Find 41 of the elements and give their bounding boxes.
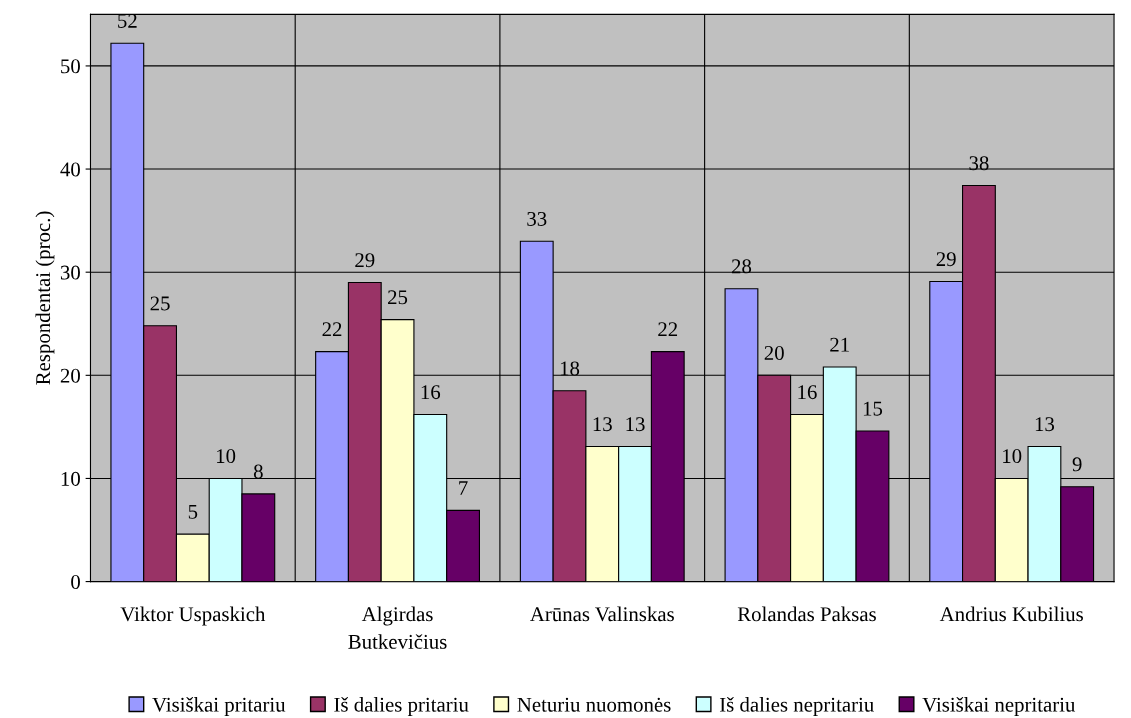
legend-label: Visiškai pritariu bbox=[152, 697, 286, 716]
data-label: 33 bbox=[527, 211, 547, 226]
y-tick-label: 0 bbox=[71, 574, 80, 590]
legend-label: Neturiu nuomonės bbox=[517, 697, 671, 712]
x-tick-label: Andrius Kubilius bbox=[939, 606, 1083, 622]
data-label: 25 bbox=[388, 290, 408, 305]
data-label: 16 bbox=[421, 385, 441, 400]
data-label: 7 bbox=[459, 481, 468, 495]
y-tick-label: 30 bbox=[60, 265, 80, 280]
data-label: 5 bbox=[188, 504, 198, 519]
data-label: 21 bbox=[830, 337, 849, 352]
legend-label: Iš dalies nepritariu bbox=[719, 697, 874, 716]
x-tick-label: Rolandas Paksas bbox=[737, 606, 876, 622]
y-tick-label: 50 bbox=[61, 59, 80, 74]
x-tick-label: Viktor Uspaskich bbox=[120, 606, 266, 626]
data-label: 38 bbox=[969, 156, 989, 171]
data-label: 22 bbox=[322, 322, 342, 337]
data-label: 8 bbox=[253, 464, 263, 479]
y-tick-label: 20 bbox=[60, 368, 80, 383]
data-label: 13 bbox=[1035, 417, 1055, 432]
x-tick-label: Arūnas Valinskas bbox=[530, 606, 674, 622]
data-label: 28 bbox=[731, 259, 752, 274]
data-label: 10 bbox=[217, 449, 236, 464]
y-tick-label: 10 bbox=[61, 471, 80, 486]
data-label: 25 bbox=[150, 296, 170, 311]
data-label: 13 bbox=[593, 417, 612, 432]
x-tick-label: Algirdas Butkevičius bbox=[348, 606, 447, 649]
data-label: 18 bbox=[560, 361, 580, 376]
data-label: 29 bbox=[936, 252, 956, 267]
data-label: 16 bbox=[798, 385, 817, 400]
legend-label: Iš dalies pritariu bbox=[334, 697, 469, 716]
legend-label: Visiškai nepritariu bbox=[922, 697, 1076, 716]
y-tick-label: 40 bbox=[60, 162, 80, 177]
data-label: 13 bbox=[626, 417, 645, 432]
data-label: 9 bbox=[1072, 457, 1082, 472]
y-axis-title: Respondentai (proc.) bbox=[35, 211, 55, 385]
data-label: 15 bbox=[863, 401, 883, 416]
data-label: 22 bbox=[658, 322, 678, 337]
data-label: 10 bbox=[1003, 449, 1022, 464]
data-label: 20 bbox=[764, 345, 784, 360]
data-label: 29 bbox=[355, 253, 375, 268]
